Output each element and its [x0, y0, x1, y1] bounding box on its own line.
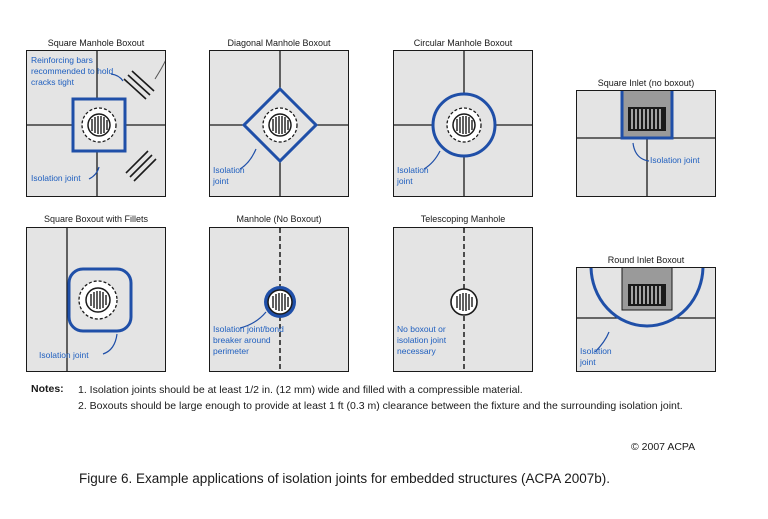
label-isolation-joint-p4: Isolation joint: [650, 155, 700, 165]
manhole-no-boxout-diagram: [239, 228, 296, 371]
panel-title-square-manhole: Square Manhole Boxout: [47, 38, 145, 48]
panel-diagonal-manhole: Isolation joint: [209, 50, 349, 197]
label-isolation-joint-p1: Isolation joint: [31, 173, 81, 183]
panel-title-manhole-no-boxout: Manhole (No Boxout): [236, 214, 322, 224]
panel-title-square-inlet: Square Inlet (no boxout): [597, 78, 695, 88]
panel-title-circular-manhole: Circular Manhole Boxout: [413, 38, 513, 48]
notes-heading: Notes:: [31, 383, 64, 395]
panel-title-square-boxout-fillets: Square Boxout with Fillets: [43, 214, 149, 224]
square-manhole-diagram: [27, 51, 165, 196]
label-no-boxout: No boxout or isolation joint necessary: [397, 324, 447, 356]
square-inlet-diagram: [577, 91, 715, 196]
panel-title-telescoping-manhole: Telescoping Manhole: [420, 214, 506, 224]
panel-circular-manhole: Isolation joint: [393, 50, 533, 197]
square-fillets-diagram: [66, 228, 133, 371]
panel-round-inlet: Isolation joint: [576, 267, 716, 372]
label-isolation-joint-p5: Isolation joint: [39, 350, 89, 360]
panel-telescoping-manhole: No boxout or isolation joint necessary: [393, 227, 533, 372]
figure-caption: Figure 6. Example applications of isolat…: [79, 471, 611, 486]
panel-manhole-no-boxout: Isolation joint/bond breaker around peri…: [209, 227, 349, 372]
label-reinforcing-bars: Reinforcing bars recommended to hold cra…: [31, 55, 114, 87]
label-isolation-joint-p3: Isolation joint: [397, 165, 429, 186]
panel-title-diagonal-manhole: Diagonal Manhole Boxout: [227, 38, 331, 48]
panel-square-boxout-fillets: Isolation joint: [26, 227, 166, 372]
diagonal-manhole-diagram: [210, 51, 348, 196]
panel-square-manhole: Reinforcing bars recommended to hold cra…: [26, 50, 166, 197]
panel-title-round-inlet: Round Inlet Boxout: [607, 255, 685, 265]
circular-manhole-diagram: [394, 51, 532, 196]
note-2: 2. Boxouts should be large enough to pro…: [78, 400, 683, 412]
note-1: 1. Isolation joints should be at least 1…: [78, 384, 523, 396]
label-isolation-joint-p8: Isolation joint: [580, 346, 612, 367]
copyright: © 2007 ACPA: [631, 441, 696, 453]
telescoping-manhole-diagram: [450, 228, 478, 371]
label-isolation-joint-p2: Isolation joint: [213, 165, 245, 186]
round-inlet-diagram: [577, 268, 715, 353]
label-isolation-joint-p6: Isolation joint/bond breaker around peri…: [213, 324, 284, 356]
panel-square-inlet: Isolation joint: [576, 90, 716, 197]
